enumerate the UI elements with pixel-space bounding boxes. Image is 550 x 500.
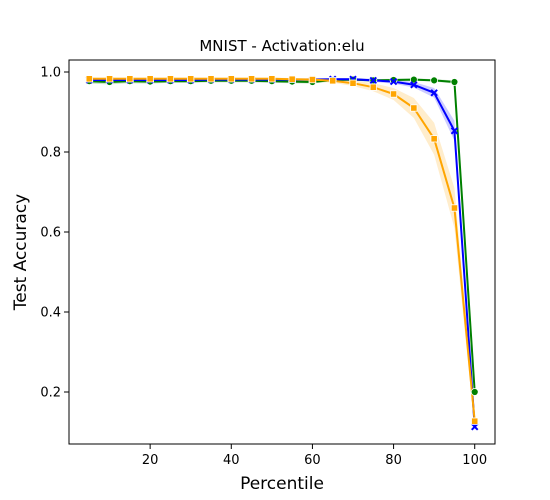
x-tick-label-80: 80 <box>385 453 402 468</box>
data-point-s3-1 <box>85 75 93 83</box>
x-tick-label-40: 40 <box>223 453 240 468</box>
data-point-s3-17 <box>410 104 418 112</box>
x-axis-label: Percentile <box>240 474 324 494</box>
series-markers <box>85 75 479 431</box>
y-tick-label-3: 0.8 <box>40 146 61 161</box>
data-point-s3-6 <box>187 75 195 83</box>
data-point-s3-10 <box>268 75 276 83</box>
data-point-s1-18 <box>430 76 439 85</box>
plot-frame <box>68 59 496 445</box>
x-tick-label-100: 100 <box>462 453 487 468</box>
data-point-s3-13 <box>329 77 337 85</box>
data-point-s2-15 <box>369 76 377 85</box>
x-tick-label-20: 20 <box>142 453 159 468</box>
y-tick-label-4: 1.0 <box>40 66 61 81</box>
y-axis-ticks: 0.2 0.4 0.6 0.8 1.0 <box>40 66 69 401</box>
data-point-s3-18 <box>430 135 438 143</box>
data-point-s1-16 <box>389 76 398 84</box>
data-point-s1-19 <box>450 78 459 86</box>
data-point-s2-19 <box>450 127 459 135</box>
y-tick-label-0: 0.2 <box>40 386 61 401</box>
y-axis-label: Test Accuracy <box>11 194 31 312</box>
data-point-s3-15 <box>369 83 377 91</box>
data-point-s3-8 <box>227 75 235 83</box>
data-point-s3-12 <box>308 76 317 84</box>
y-tick-label-1: 0.4 <box>40 306 61 321</box>
data-point-s3-7 <box>207 75 215 83</box>
data-point-s3-11 <box>288 75 296 83</box>
data-point-s3-20 <box>471 417 479 425</box>
data-point-s3-19 <box>450 204 459 212</box>
data-point-s3-16 <box>389 90 398 98</box>
plot-area <box>69 60 495 444</box>
data-point-s2-16 <box>389 77 398 86</box>
data-point-s3-3 <box>126 75 134 83</box>
data-point-s2-17 <box>410 81 418 89</box>
chart-title: MNIST - Activation:elu <box>199 37 364 55</box>
data-point-s3-4 <box>146 75 154 83</box>
data-point-s1-17 <box>409 75 418 84</box>
data-point-s3-2 <box>105 75 114 83</box>
data-point-s1-20 <box>470 388 479 396</box>
x-tick-label-60: 60 <box>304 453 321 468</box>
data-point-s3-5 <box>166 75 175 83</box>
y-tick-label-2: 0.6 <box>40 226 61 241</box>
data-point-s3-9 <box>247 75 256 83</box>
data-point-s3-14 <box>349 79 357 87</box>
x-axis-ticks: 20 40 60 80 100 <box>142 444 487 468</box>
data-point-s2-18 <box>430 89 438 97</box>
